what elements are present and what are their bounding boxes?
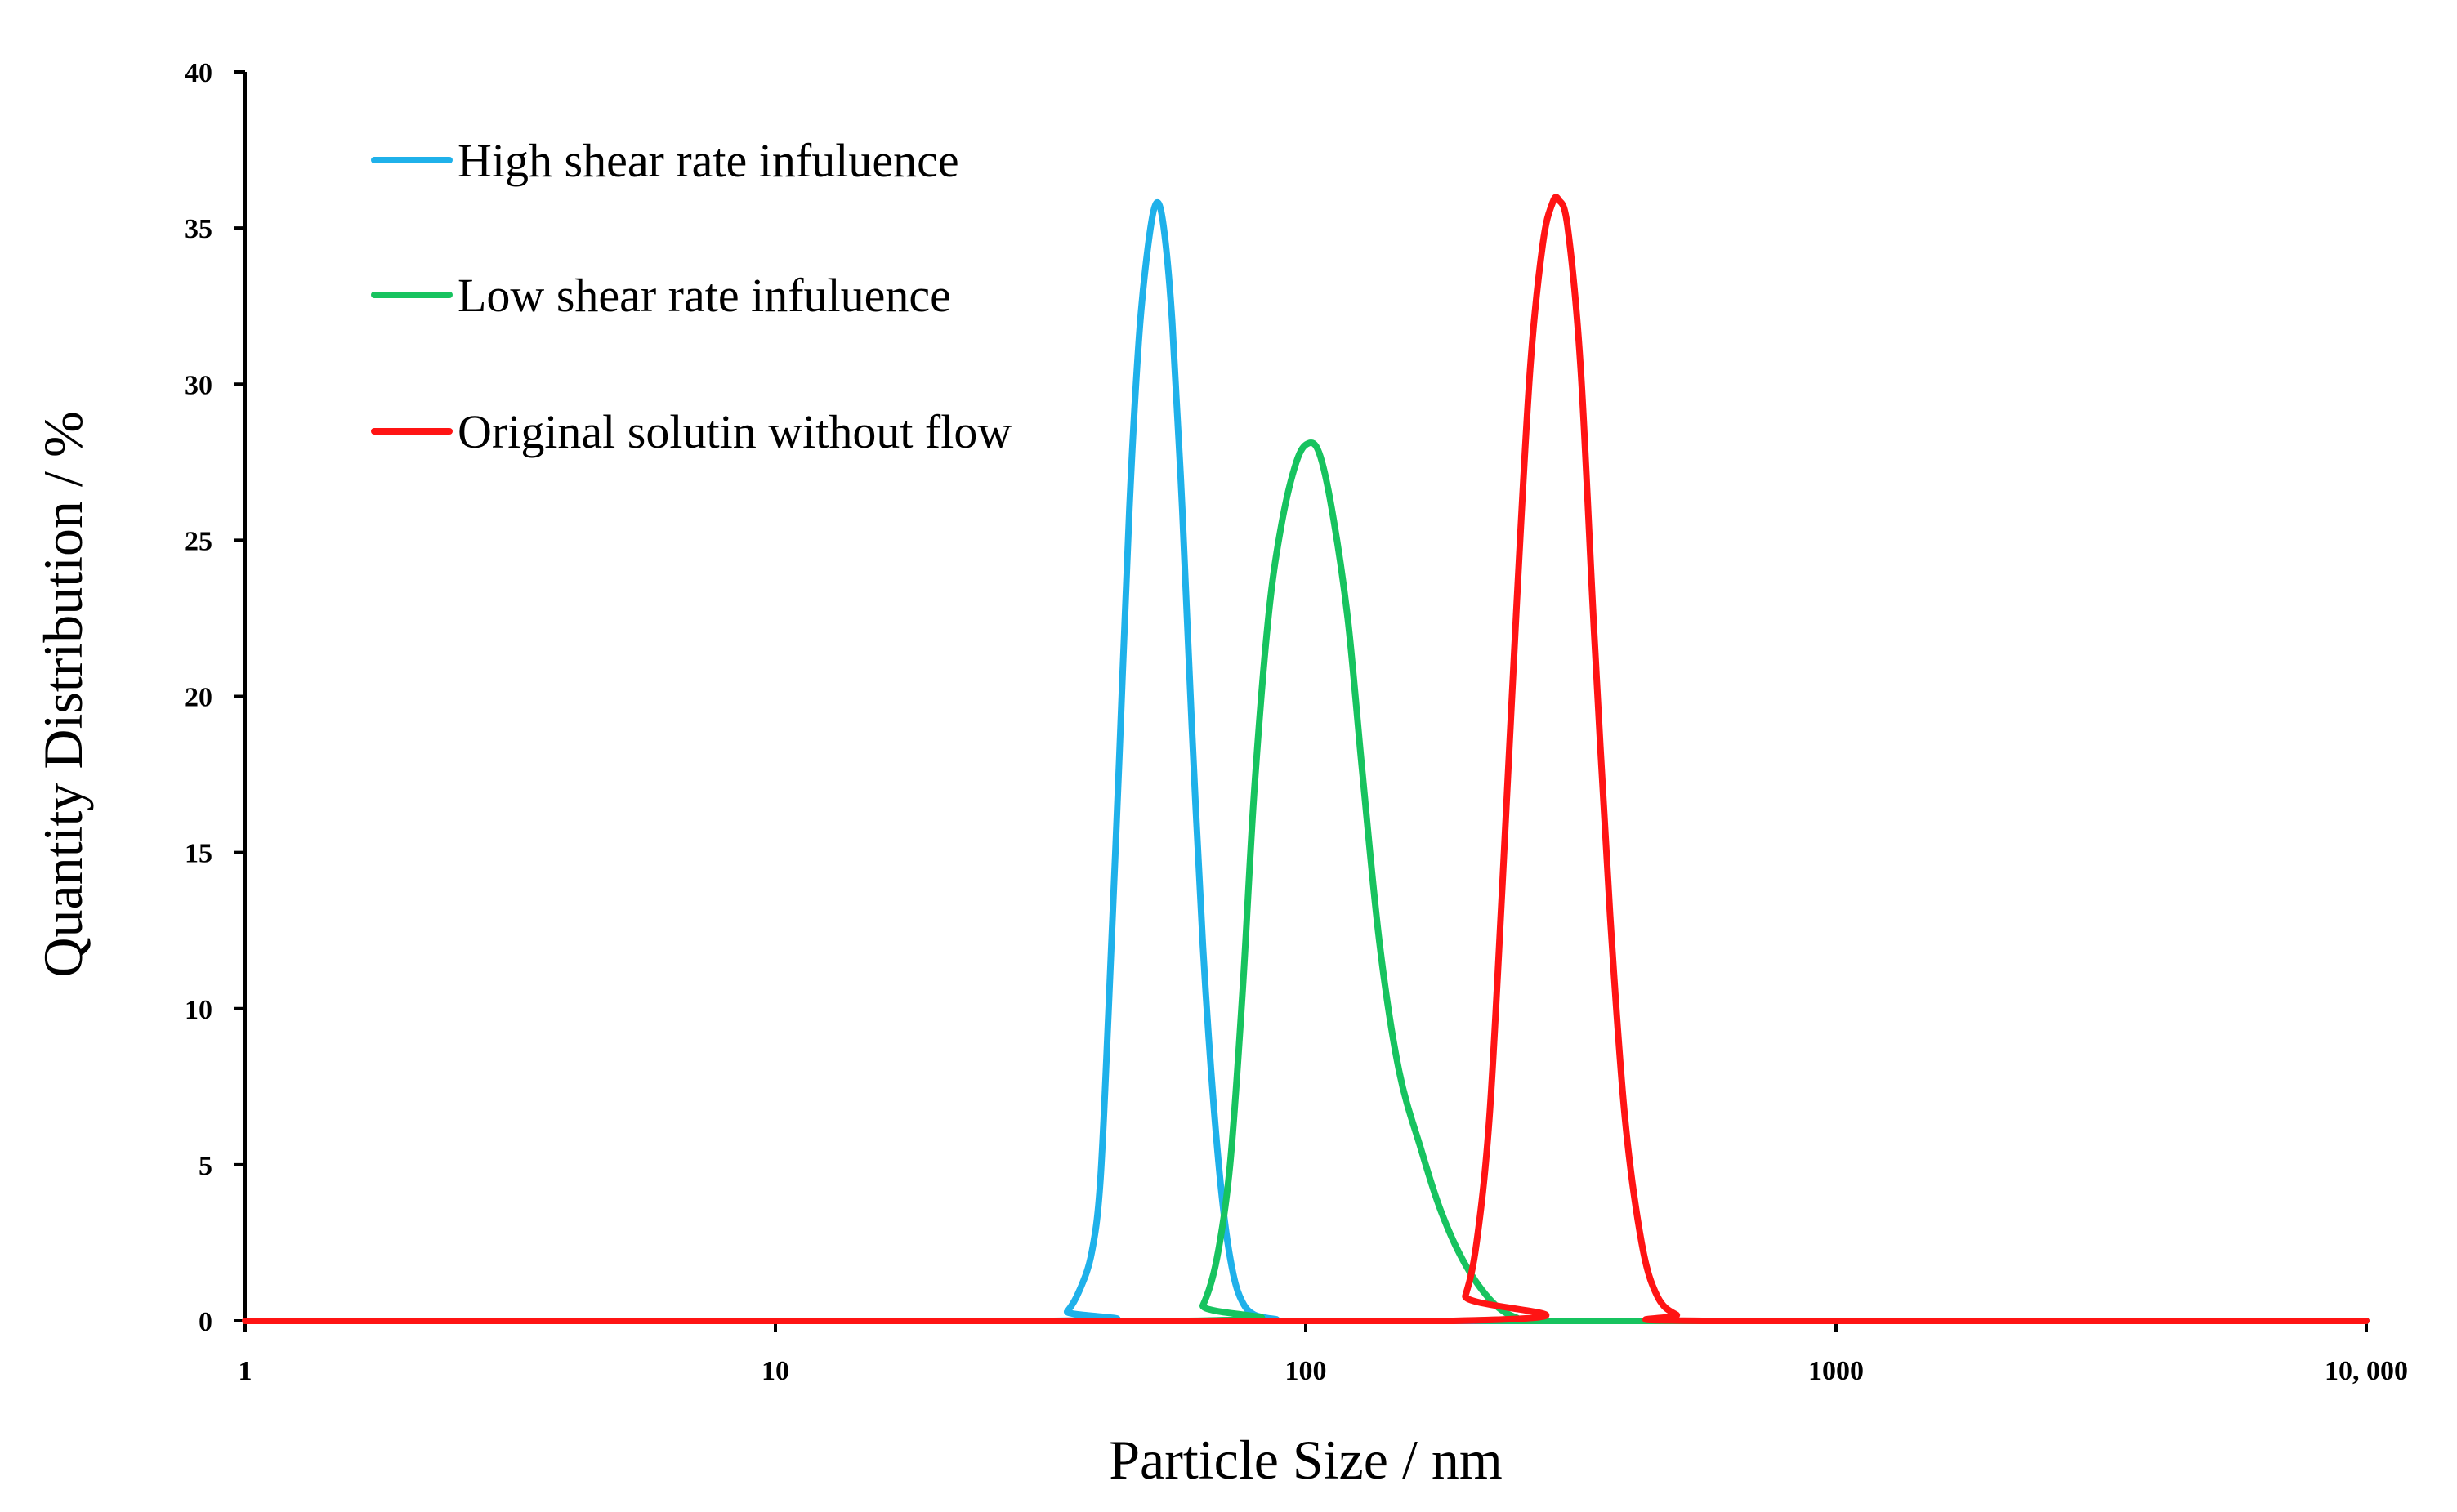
x-tick-label: 10, 000 [2325, 1356, 2408, 1386]
legend-label: Low shear rate infuluence [458, 269, 951, 322]
series-line-3 [242, 194, 2370, 1325]
x-tick-label: 10 [762, 1356, 789, 1386]
y-tick-label: 30 [185, 370, 212, 400]
x-axis-title: Particle Size / nm [1109, 1429, 1503, 1491]
series-line-2 [242, 439, 2370, 1325]
legend-label: Original solutin without flow [458, 405, 1012, 458]
y-tick-label: 10 [185, 995, 212, 1025]
axes [243, 72, 2366, 1322]
y-axis-ticks: 0 5 10 15 20 25 30 35 40 [185, 58, 245, 1337]
y-tick-label: 35 [185, 214, 212, 244]
legend-label: High shear rate infuluence [458, 134, 959, 187]
y-axis-title: Quantity Distribution / % [32, 411, 94, 977]
y-tick-label: 0 [199, 1307, 212, 1337]
y-tick-label: 20 [185, 683, 212, 713]
x-tick-label: 100 [1285, 1356, 1327, 1386]
legend: High shear rate infuluence Low shear rate… [371, 134, 1012, 458]
y-tick-label: 5 [199, 1151, 212, 1181]
data-series [242, 194, 2370, 1325]
x-tick-label: 1000 [1808, 1356, 1864, 1386]
x-axis-ticks: 1 10 100 1000 10, 000 [239, 1321, 2408, 1386]
x-tick-label: 1 [239, 1356, 252, 1386]
y-tick-label: 40 [185, 58, 212, 88]
y-tick-label: 25 [185, 526, 212, 556]
y-tick-label: 15 [185, 839, 212, 869]
series-line-1 [242, 198, 2370, 1325]
